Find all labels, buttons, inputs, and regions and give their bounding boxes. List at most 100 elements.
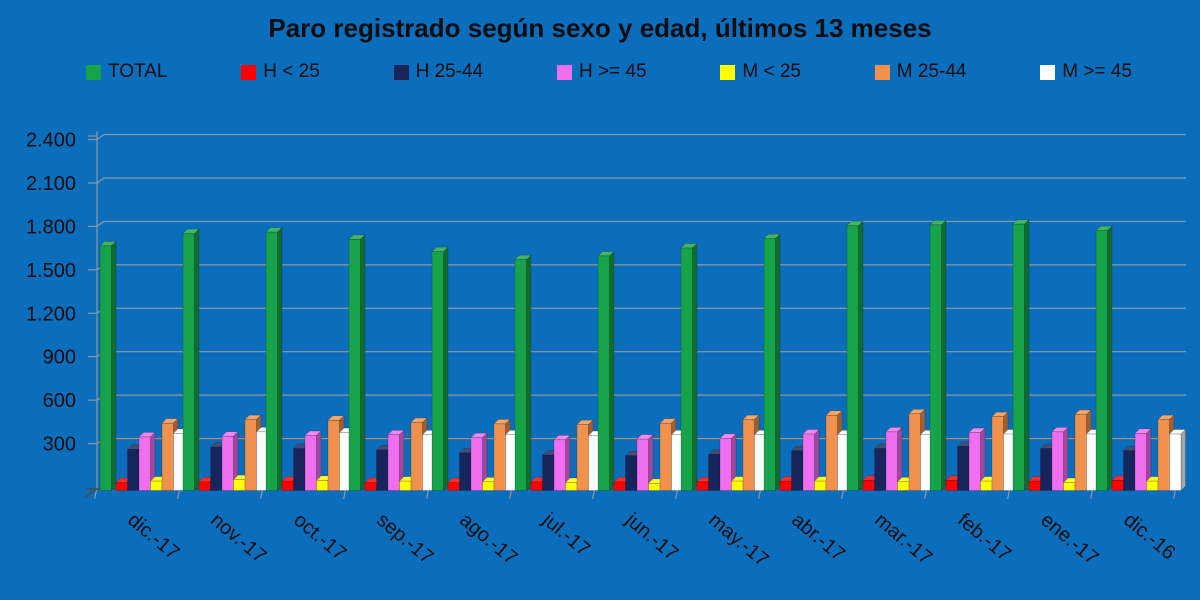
bar-front-face bbox=[862, 480, 875, 491]
legend-swatch bbox=[720, 64, 736, 80]
bar-front-face bbox=[968, 432, 981, 491]
x-axis-label: oct.-17 bbox=[289, 509, 350, 565]
bar-front-face bbox=[1028, 480, 1041, 491]
y-axis-label: 2.400 bbox=[26, 130, 76, 152]
x-axis-tick bbox=[508, 489, 513, 500]
y-axis-label: 1.500 bbox=[26, 260, 76, 282]
bar-group-oct17 bbox=[265, 226, 357, 492]
bar-front-face bbox=[1123, 450, 1136, 491]
bar-front-face bbox=[399, 480, 412, 491]
x-axis-tick bbox=[1172, 489, 1177, 500]
bar-front-face bbox=[387, 434, 400, 491]
x-axis-label: nov.-17 bbox=[206, 509, 270, 568]
bar-front-face bbox=[576, 424, 589, 491]
bar-front-face bbox=[680, 247, 693, 491]
bar-front-face bbox=[957, 446, 970, 491]
bar-side-face bbox=[277, 226, 283, 492]
bar-side-face bbox=[443, 246, 449, 492]
y-axis-label: 600 bbox=[43, 390, 76, 412]
x-axis-tick bbox=[591, 489, 596, 500]
x-axis-label: may.-17 bbox=[704, 509, 772, 571]
x-axis-label: mar.-17 bbox=[870, 509, 936, 569]
bar-front-face bbox=[376, 449, 389, 491]
bar-group-dic16 bbox=[1095, 225, 1187, 492]
legend-label: M < 25 bbox=[742, 61, 801, 82]
bar-front-face bbox=[897, 481, 910, 491]
x-axis-label: abr.-17 bbox=[787, 509, 849, 566]
bar-front-face bbox=[696, 481, 709, 491]
bar-front-face bbox=[182, 233, 195, 491]
legend-swatch bbox=[1040, 64, 1056, 80]
bar-front-face bbox=[1146, 480, 1159, 491]
bar-side-face bbox=[194, 228, 200, 492]
y-axis-label: 2.100 bbox=[26, 173, 76, 195]
legend-swatch bbox=[393, 64, 409, 80]
x-axis-label: ene.-17 bbox=[1036, 509, 1102, 569]
bar-front-face bbox=[1134, 433, 1147, 491]
bar-front-face bbox=[410, 422, 423, 491]
bar-front-face bbox=[791, 450, 804, 491]
bar-side-face bbox=[941, 219, 947, 492]
bar-side-face bbox=[1107, 225, 1113, 492]
bar-front-face bbox=[1012, 223, 1025, 491]
x-axis-label: ago.-17 bbox=[455, 509, 521, 569]
gridline-depth-join bbox=[96, 134, 105, 141]
x-axis-tick bbox=[259, 489, 264, 500]
bar-front-face bbox=[1074, 414, 1087, 491]
bar-front-face bbox=[514, 259, 527, 491]
legend-item-h-45: H >= 45 bbox=[556, 61, 647, 83]
bar-group-dic17 bbox=[99, 240, 191, 492]
bar-front-face bbox=[493, 423, 506, 491]
floor-left-edge bbox=[84, 488, 98, 498]
legend-label: H < 25 bbox=[263, 61, 320, 82]
gridline-depth-join bbox=[96, 177, 105, 184]
bar-front-face bbox=[929, 224, 942, 491]
legend-swatch bbox=[86, 64, 101, 80]
bar-front-face bbox=[908, 413, 921, 491]
bar-front-face bbox=[431, 251, 444, 491]
bar-front-face bbox=[138, 436, 151, 491]
legend-label: M >= 45 bbox=[1062, 61, 1132, 82]
bar-front-face bbox=[565, 482, 578, 491]
bar-side-face bbox=[692, 242, 698, 492]
bar-side-face bbox=[609, 250, 615, 492]
y-axis-label: 300 bbox=[43, 434, 76, 456]
x-axis-tick bbox=[425, 489, 430, 500]
bar-front-face bbox=[530, 481, 543, 491]
bar-front-face bbox=[221, 435, 234, 491]
bar-front-face bbox=[115, 482, 128, 491]
bar-front-face bbox=[625, 455, 638, 491]
bar-group-nov17 bbox=[182, 228, 274, 492]
bar-front-face bbox=[708, 454, 721, 491]
bar-front-face bbox=[991, 416, 1004, 491]
bar-front-face bbox=[1169, 433, 1182, 491]
y-axis-label: 900 bbox=[43, 347, 76, 369]
bar-front-face bbox=[659, 422, 672, 491]
legend-item-total: TOTAL bbox=[86, 61, 167, 83]
x-axis-tick bbox=[923, 489, 928, 500]
bar-front-face bbox=[597, 255, 610, 491]
bar-front-face bbox=[244, 419, 257, 491]
bar-front-face bbox=[1040, 448, 1053, 491]
chart-title: Paro registrado según sexo y edad, últim… bbox=[268, 13, 932, 43]
bar-front-face bbox=[316, 480, 329, 491]
x-axis-tick bbox=[1006, 489, 1011, 500]
bar-group-may17 bbox=[680, 242, 772, 492]
x-axis-tick bbox=[342, 489, 347, 500]
bar-front-face bbox=[719, 438, 732, 491]
bar-front-face bbox=[150, 480, 163, 491]
bar-group-sep17 bbox=[348, 234, 440, 492]
bar-front-face bbox=[293, 448, 306, 491]
x-axis-tick bbox=[674, 489, 679, 500]
bar-front-face bbox=[1063, 482, 1076, 491]
bar-front-face bbox=[802, 433, 815, 491]
bar-front-face bbox=[1095, 230, 1108, 491]
bar-front-face bbox=[210, 446, 223, 491]
bar-front-face bbox=[731, 480, 744, 491]
x-axis-tick bbox=[840, 489, 845, 500]
bar-front-face bbox=[825, 414, 838, 491]
bar-front-face bbox=[482, 481, 495, 491]
bar-front-face bbox=[99, 245, 112, 491]
bar-front-face bbox=[459, 452, 472, 491]
bar-side-face bbox=[360, 234, 366, 492]
